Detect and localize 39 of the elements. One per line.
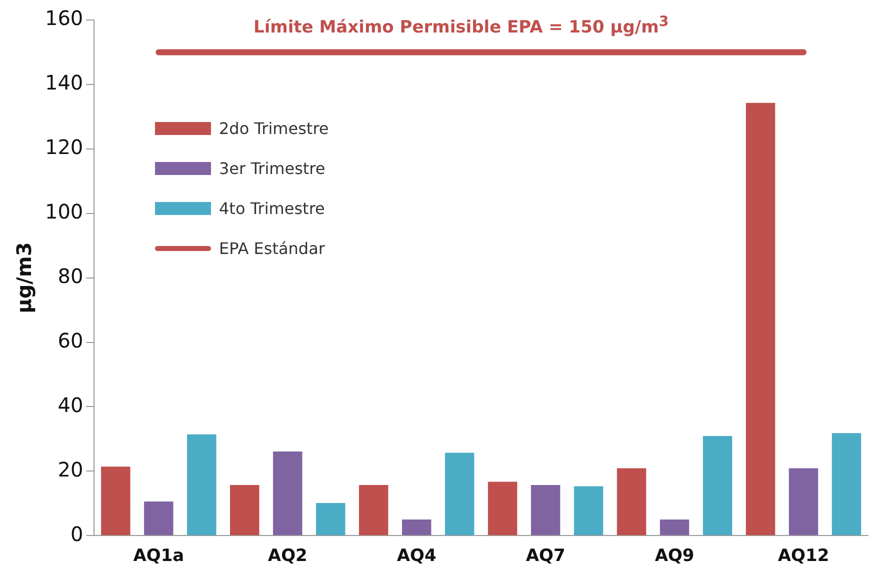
bar — [187, 434, 216, 536]
y-tick-label: 80 — [58, 264, 84, 288]
x-tick-label: AQ12 — [778, 546, 830, 566]
y-tick-label: 140 — [44, 70, 84, 95]
bar — [402, 519, 432, 536]
bar — [574, 486, 604, 536]
bar — [530, 485, 560, 536]
legend-label: 3er Trimestre — [219, 158, 326, 178]
y-axis-title: µg/m3 — [12, 242, 36, 314]
x-tick-label: AQ7 — [526, 546, 566, 566]
y-tick-label: 120 — [44, 135, 84, 160]
y-tick-label: 0 — [70, 522, 84, 546]
bar — [444, 452, 474, 536]
y-tick-label: 100 — [44, 200, 84, 224]
y-tick-label: 160 — [44, 6, 84, 30]
x-tick-label: AQ9 — [654, 546, 694, 566]
y-tick-label: 20 — [58, 457, 84, 482]
x-tick-label: AQ4 — [396, 546, 436, 566]
bar — [832, 433, 862, 536]
bar — [746, 102, 776, 536]
legend-label: 2do Trimestre — [219, 118, 329, 138]
x-tick-label: AQ2 — [268, 546, 308, 566]
bar — [788, 468, 818, 536]
bar — [230, 485, 260, 536]
bar — [488, 482, 518, 536]
bar — [316, 503, 346, 536]
annotation: Límite Máximo Permisible EPA = 150 µg/m$^{3}$ — [253, 14, 669, 38]
bar — [144, 501, 174, 536]
y-tick-label: 40 — [58, 392, 84, 417]
bar — [660, 519, 690, 536]
legend-label: EPA Estándar — [219, 238, 325, 258]
bar — [702, 436, 732, 536]
bar — [273, 451, 302, 536]
bar — [358, 485, 388, 536]
bar — [101, 466, 130, 536]
y-tick-label: 60 — [58, 328, 84, 352]
legend-label: 4to Trimestre — [219, 198, 325, 218]
bar — [616, 468, 646, 536]
x-tick-label: AQ1a — [133, 546, 184, 566]
